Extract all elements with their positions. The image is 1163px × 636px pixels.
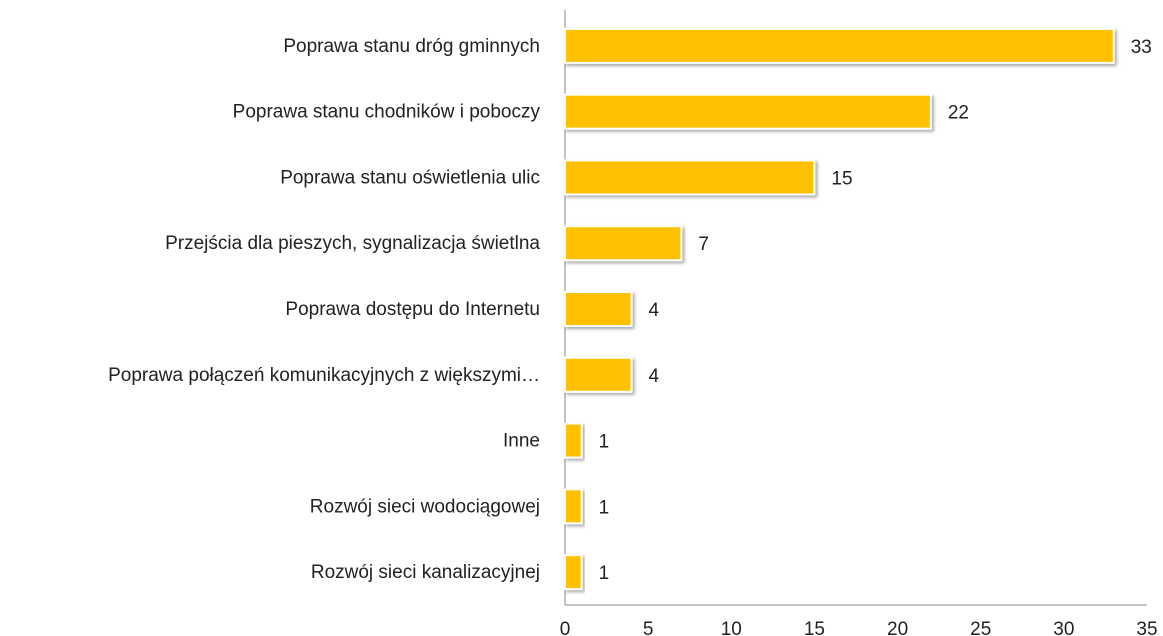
y-tick-label: Poprawa stanu oświetlenia ulic [280,167,540,188]
value-label: 22 [948,103,969,124]
value-label: 33 [1131,37,1152,58]
value-label: 15 [831,168,852,189]
bar [564,291,633,327]
bar [564,488,583,525]
x-tick-label: 0 [560,619,571,636]
value-label: 1 [599,432,610,453]
y-tick-label: Poprawa dostępu do Internetu [285,299,540,320]
x-tick-label: 35 [1136,619,1157,636]
x-tick-label: 10 [721,619,742,636]
value-label: 1 [599,563,610,584]
y-tick-label: Rozwój sieci wodociągowej [310,496,540,517]
y-tick-label: Rozwój sieci kanalizacyjnej [311,562,540,583]
x-tick-label: 5 [643,619,654,636]
y-tick-label: Poprawa połączeń komunikacyjnych z więks… [108,365,540,386]
value-label: 1 [599,497,610,518]
bar [564,93,932,130]
y-tick-label: Przejścia dla pieszych, sygnalizacja świ… [165,233,540,254]
x-tick-label: 20 [887,619,908,636]
bar [564,422,583,459]
bar [564,159,816,196]
x-tick-label: 15 [804,619,825,636]
bar [564,225,683,262]
y-tick-label: Poprawa stanu chodników i poboczy [233,102,541,123]
bar [564,554,583,591]
bar [564,356,633,393]
y-tick-label: Inne [503,431,540,452]
value-label: 7 [698,234,709,255]
bar [564,27,1115,64]
value-label: 4 [649,366,660,387]
value-label: 4 [649,300,660,321]
y-tick-label: Poprawa stanu dróg gminnych [283,36,540,57]
x-tick-label: 25 [970,619,991,636]
x-tick-label: 30 [1053,619,1074,636]
